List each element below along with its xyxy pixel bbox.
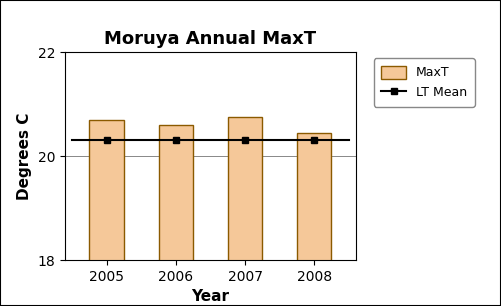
Bar	[297, 133, 332, 306]
Bar	[228, 117, 263, 306]
Legend: MaxT, LT Mean: MaxT, LT Mean	[374, 58, 475, 107]
Title: Moruya Annual MaxT: Moruya Annual MaxT	[104, 30, 317, 48]
X-axis label: Year: Year	[191, 289, 229, 304]
Bar	[89, 120, 124, 306]
Y-axis label: Degrees C: Degrees C	[17, 112, 32, 200]
Bar	[158, 125, 193, 306]
